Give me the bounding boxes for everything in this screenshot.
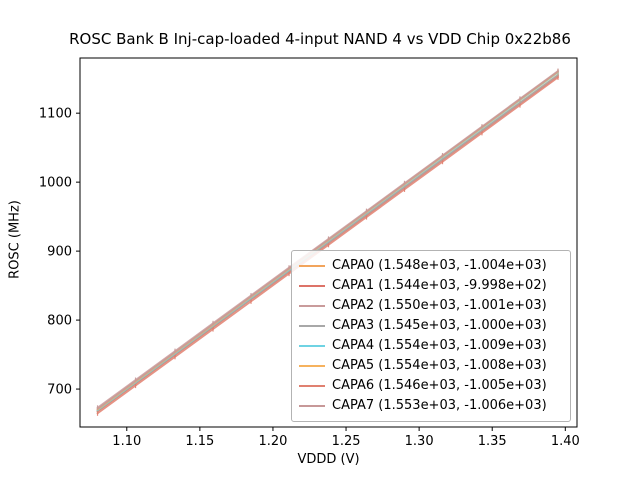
- legend-item-CAPA7: CAPA7 (1.553e+03, -1.006e+03): [299, 396, 562, 416]
- legend-item-CAPA0: CAPA0 (1.548e+03, -1.004e+03): [299, 256, 562, 276]
- legend-line-swatch-CAPA6: [299, 385, 325, 387]
- legend-item-CAPA6: CAPA6 (1.546e+03, -1.005e+03): [299, 376, 562, 396]
- legend-label-CAPA0: CAPA0 (1.548e+03, -1.004e+03): [332, 258, 547, 273]
- x-axis-label: VDDD (V): [297, 452, 360, 467]
- legend-line-swatch-CAPA1: [299, 285, 325, 287]
- legend-item-CAPA2: CAPA2 (1.550e+03, -1.001e+03): [299, 296, 562, 316]
- legend-line-swatch-CAPA0: [299, 265, 325, 267]
- legend-item-CAPA5: CAPA5 (1.554e+03, -1.008e+03): [299, 356, 562, 376]
- x-tick-label: 1.20: [258, 434, 287, 449]
- y-tick-label: 800: [47, 314, 72, 329]
- legend-line-swatch-CAPA7: [299, 405, 325, 407]
- y-tick-label: 1000: [39, 176, 72, 191]
- legend-label-CAPA3: CAPA3 (1.545e+03, -1.000e+03): [332, 318, 547, 333]
- legend-line-swatch-CAPA3: [299, 325, 325, 327]
- x-tick-label: 1.15: [185, 434, 214, 449]
- legend-label-CAPA2: CAPA2 (1.550e+03, -1.001e+03): [332, 298, 547, 313]
- legend-label-CAPA4: CAPA4 (1.554e+03, -1.009e+03): [332, 338, 547, 353]
- x-tick-label: 1.25: [332, 434, 361, 449]
- y-tick-label: 1100: [39, 107, 72, 122]
- legend-label-CAPA7: CAPA7 (1.553e+03, -1.006e+03): [332, 398, 547, 413]
- legend-item-CAPA1: CAPA1 (1.544e+03, -9.998e+02): [299, 276, 562, 296]
- x-tick-label: 1.10: [112, 434, 141, 449]
- axes-spines: [79, 57, 578, 428]
- legend-item-CAPA3: CAPA3 (1.545e+03, -1.000e+03): [299, 316, 562, 336]
- legend-line-swatch-CAPA4: [299, 345, 325, 347]
- x-tick-label: 1.40: [551, 434, 580, 449]
- x-tick-label: 1.35: [478, 434, 507, 449]
- legend-line-swatch-CAPA2: [299, 305, 325, 307]
- legend-line-swatch-CAPA5: [299, 365, 325, 367]
- series-line-CAPA6: [96, 76, 559, 415]
- chart-title: ROSC Bank B Inj-cap-loaded 4-input NAND …: [69, 30, 571, 48]
- legend-item-CAPA4: CAPA4 (1.554e+03, -1.009e+03): [299, 336, 562, 356]
- series-line-CAPA7: [96, 70, 559, 410]
- legend: CAPA0 (1.548e+03, -1.004e+03) CAPA1 (1.54…: [291, 250, 571, 422]
- y-axis-label: ROSC (MHz): [7, 200, 23, 279]
- y-tick-label: 900: [47, 245, 72, 260]
- legend-label-CAPA6: CAPA6 (1.546e+03, -1.005e+03): [332, 378, 547, 393]
- legend-label-CAPA1: CAPA1 (1.544e+03, -9.998e+02): [332, 278, 547, 293]
- x-tick-label: 1.30: [405, 434, 434, 449]
- legend-label-CAPA5: CAPA5 (1.554e+03, -1.008e+03): [332, 358, 547, 373]
- y-tick-label: 700: [47, 383, 72, 398]
